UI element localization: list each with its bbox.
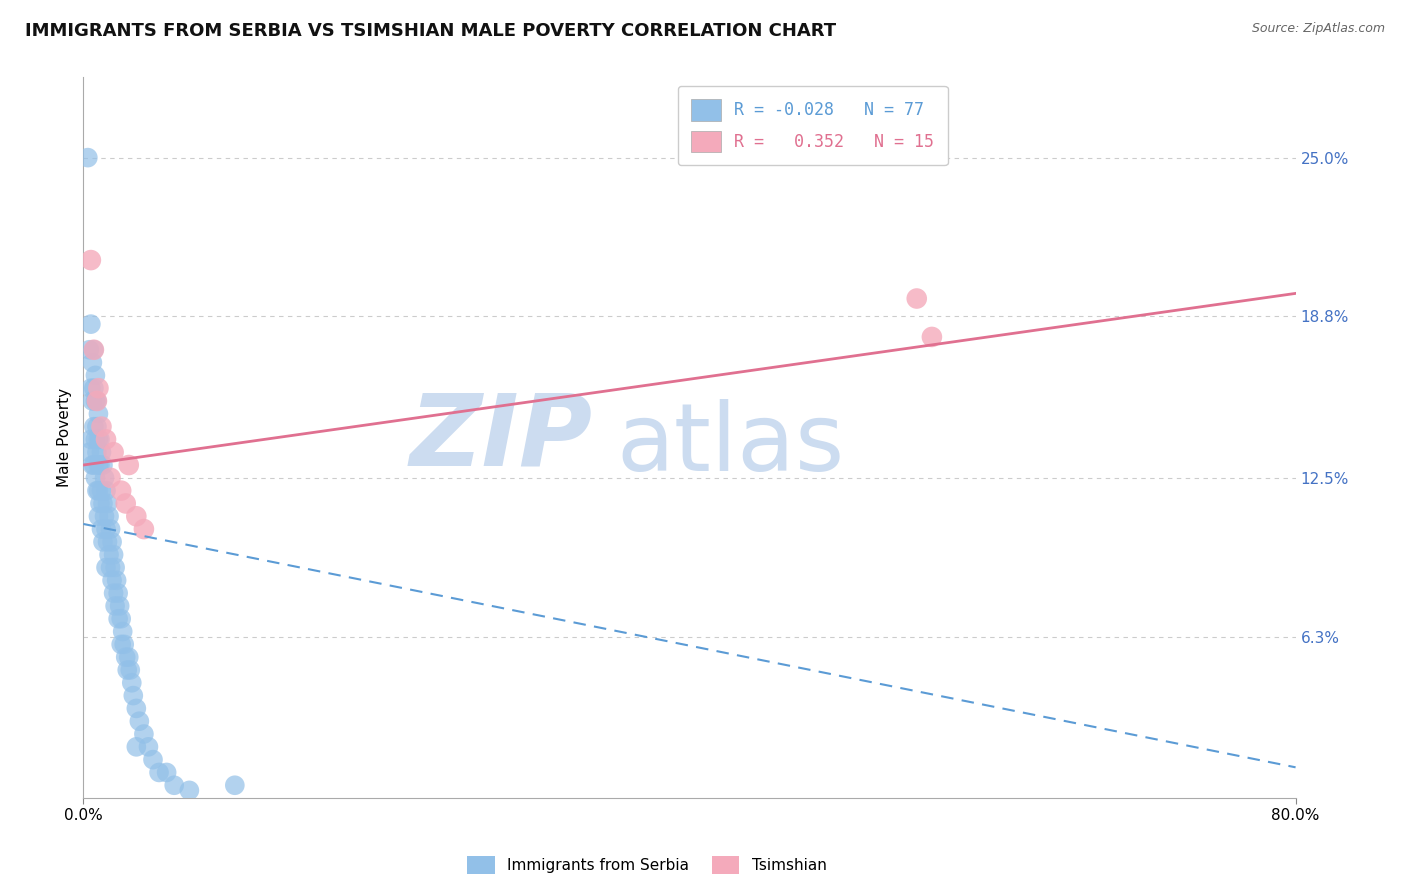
Point [122,689,145,703]
Point [80,253,103,268]
Point [96,534,118,549]
Point [84,394,107,409]
Point [156,765,179,780]
Point [104,560,127,574]
Point [83,458,105,472]
Point [115,663,138,677]
Point [110,637,132,651]
Point [107,612,129,626]
Point [118,458,141,472]
Y-axis label: Male Poverty: Male Poverty [58,388,72,487]
Legend: Immigrants from Serbia, Tsimshian: Immigrants from Serbia, Tsimshian [461,850,832,880]
Point [94,522,117,536]
Point [89,433,111,447]
Point [110,483,132,498]
Point [84,471,107,485]
Point [118,650,141,665]
Point [93,471,115,485]
Point [148,765,170,780]
Point [87,483,110,498]
Point [86,445,108,459]
Point [114,496,136,510]
Point [82,394,104,409]
Point [86,419,108,434]
Legend: R = -0.028   N = 77, R =   0.352   N = 15: R = -0.028 N = 77, R = 0.352 N = 15 [678,86,948,165]
Point [87,433,110,447]
Point [86,394,108,409]
Point [125,701,148,715]
Point [96,496,118,510]
Point [120,663,142,677]
Point [98,509,121,524]
Point [79,445,101,459]
Point [100,471,122,485]
Point [89,496,111,510]
Text: Source: ZipAtlas.com: Source: ZipAtlas.com [1251,22,1385,36]
Point [94,560,117,574]
Point [128,714,150,729]
Point [104,599,127,613]
Point [132,727,155,741]
Point [89,458,111,472]
Point [84,433,107,447]
Point [82,355,104,369]
Text: ZIP: ZIP [409,389,592,486]
Point [90,522,112,536]
Point [91,534,114,549]
Text: atlas: atlas [617,399,845,491]
Point [91,458,114,472]
Point [132,522,155,536]
Point [87,458,110,472]
Point [86,483,108,498]
Point [84,368,107,383]
Point [100,560,122,574]
Point [224,778,246,792]
Point [125,509,148,524]
Point [83,419,105,434]
Point [93,509,115,524]
Point [90,445,112,459]
Point [125,739,148,754]
Point [87,509,110,524]
Text: IMMIGRANTS FROM SERBIA VS TSIMSHIAN MALE POVERTY CORRELATION CHART: IMMIGRANTS FROM SERBIA VS TSIMSHIAN MALE… [25,22,837,40]
Point [87,407,110,421]
Point [90,419,112,434]
Point [179,783,201,797]
Point [76,151,98,165]
Point [98,548,121,562]
Point [114,650,136,665]
Point [110,612,132,626]
Point [921,330,943,344]
Point [103,548,125,562]
Point [111,624,134,639]
Point [83,381,105,395]
Point [80,381,103,395]
Point [101,574,124,588]
Point [101,534,124,549]
Point [142,753,165,767]
Point [83,343,105,357]
Point [103,445,125,459]
Point [86,394,108,409]
Point [94,483,117,498]
Point [163,778,186,792]
Point [107,586,129,600]
Point [103,586,125,600]
Point [905,292,928,306]
Point [121,675,143,690]
Point [100,522,122,536]
Point [87,381,110,395]
Point [105,574,128,588]
Point [94,433,117,447]
Point [80,317,103,331]
Point [80,433,103,447]
Point [108,599,131,613]
Point [83,343,105,357]
Point [91,496,114,510]
Point [82,458,104,472]
Point [90,483,112,498]
Point [138,739,160,754]
Point [112,637,135,651]
Point [79,343,101,357]
